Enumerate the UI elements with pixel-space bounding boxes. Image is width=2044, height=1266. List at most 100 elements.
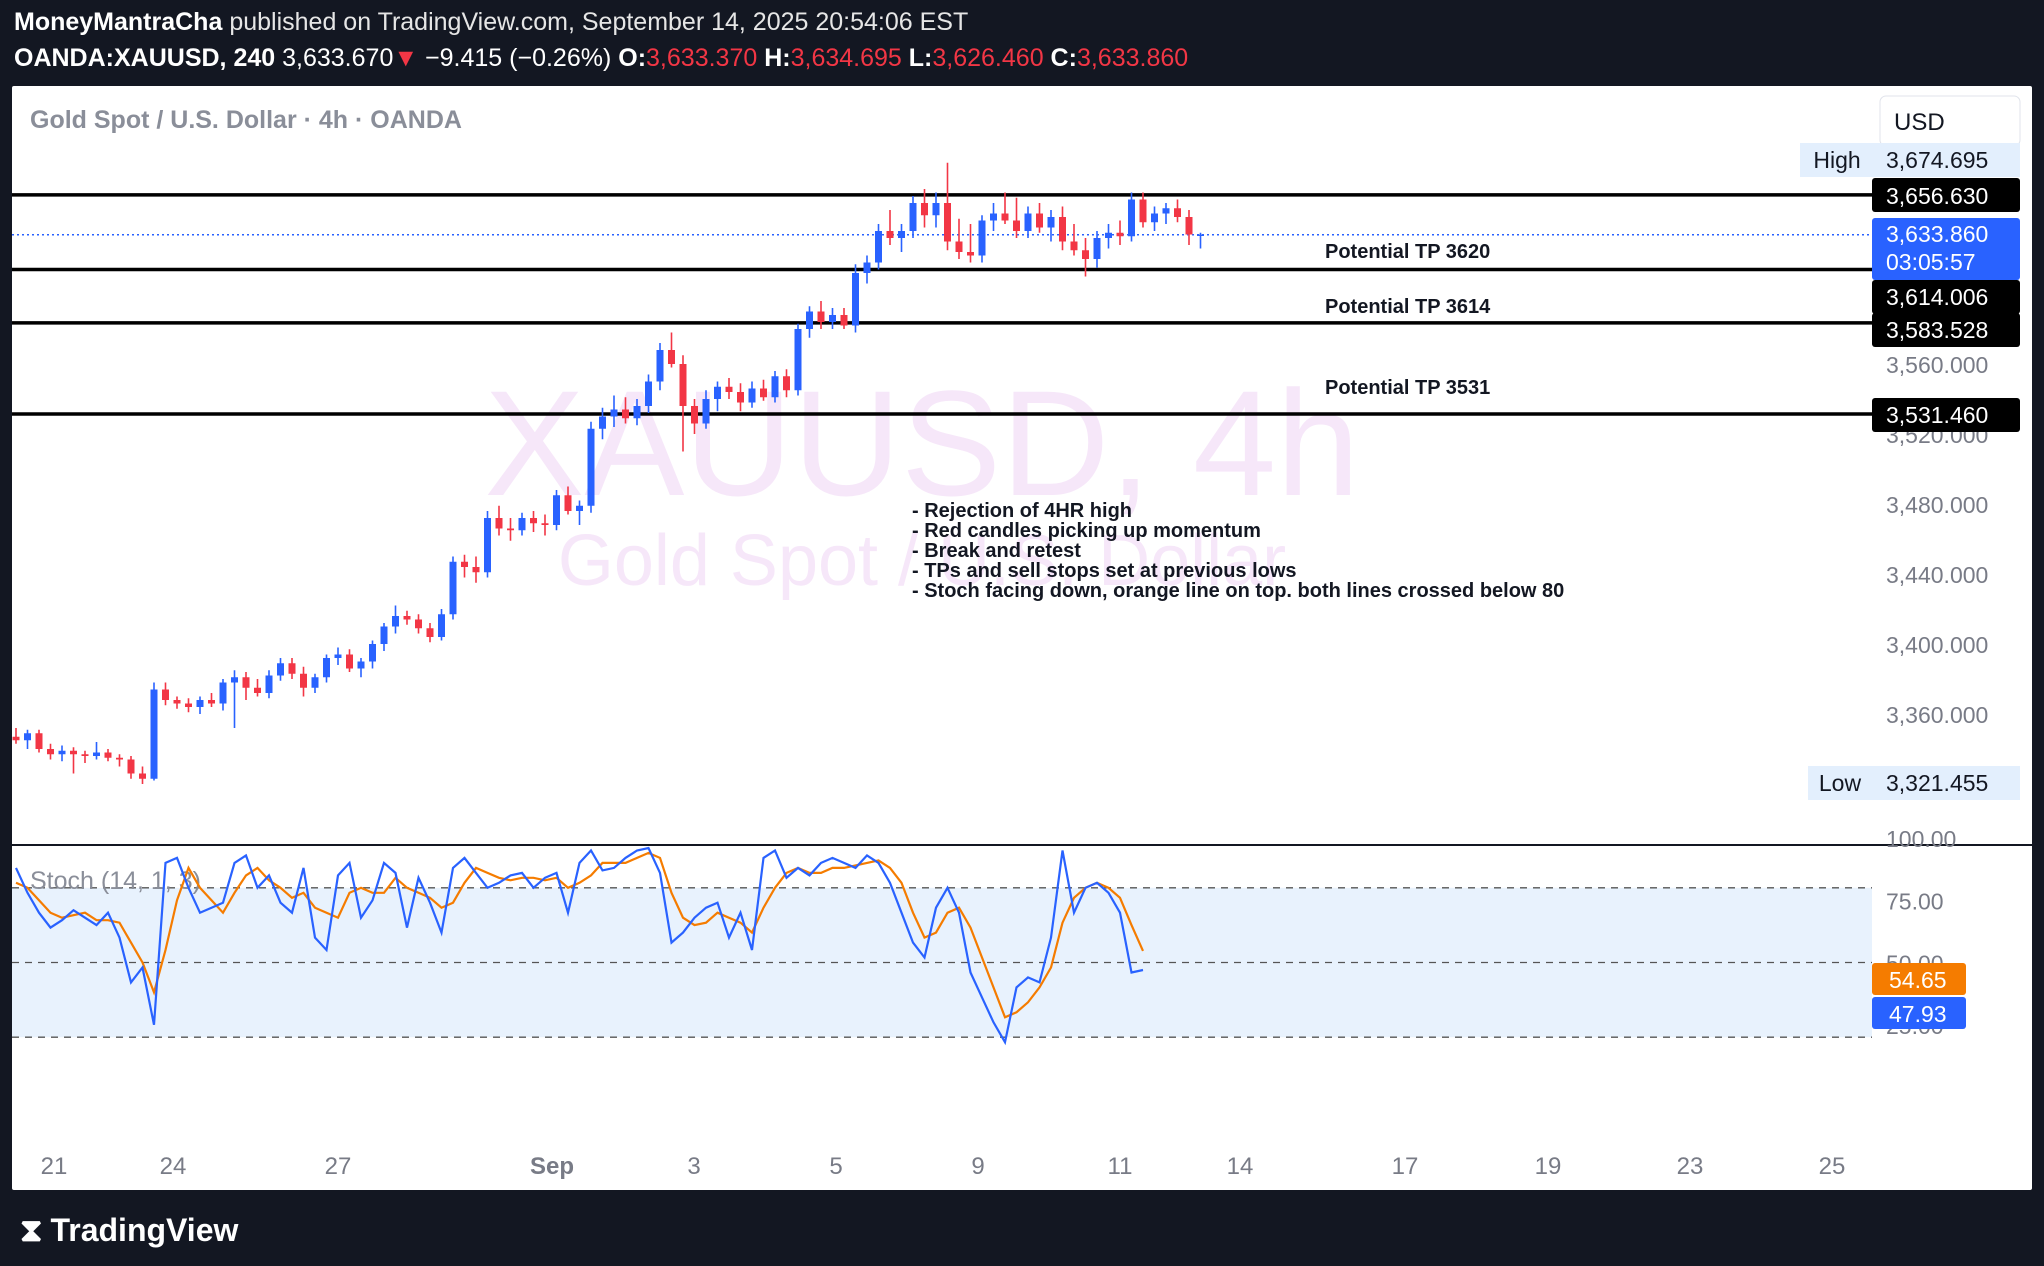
tp-labels: Potential TP 3620 Potential TP 3614 Pote… — [1325, 241, 1491, 399]
time-tick-8: 14 — [1227, 1153, 1254, 1180]
price-tick-2: 3,440.000 — [1886, 562, 1988, 588]
candles[interactable] — [12, 162, 1205, 784]
candle-body — [599, 416, 606, 429]
candle-body — [771, 376, 779, 398]
candle-body — [622, 409, 629, 419]
low-label: L: — [908, 44, 933, 72]
open-value: 3,633.370 — [646, 44, 758, 72]
time-axis[interactable]: 21 24 27 Sep 3 5 9 11 14 17 19 23 25 — [41, 1153, 1846, 1180]
candle-body — [564, 495, 572, 511]
countdown: 03:05:57 — [1886, 249, 1976, 275]
ohlc-line: OANDA:XAUUSD, 240 3,633.670▼ −9.415 (−0.… — [14, 44, 1188, 73]
author[interactable]: MoneyMantraCha — [14, 8, 223, 36]
level-1-price: 3,656.630 — [1886, 183, 1988, 209]
candle-body — [587, 428, 595, 506]
analysis-notes: - Rejection of 4HR high - Red candles pi… — [912, 500, 1564, 602]
publish-text: published on TradingView.com, September … — [229, 8, 969, 36]
candle-body — [47, 749, 54, 755]
time-tick-9: 17 — [1392, 1153, 1419, 1180]
candle-body — [1128, 199, 1135, 237]
candle-body — [1162, 208, 1170, 214]
low-tag-box — [1808, 766, 1874, 800]
horizontal-levels[interactable] — [12, 193, 1872, 416]
close-value: 3,633.860 — [1076, 44, 1189, 72]
level-2-box — [1872, 280, 2020, 314]
candle-body — [507, 528, 514, 531]
last-price: 3,633.670 — [282, 44, 394, 72]
currency-button[interactable]: USD — [1879, 95, 2021, 147]
chart-panel[interactable]: XAUUSD, 4h Gold Spot / U.S. Dollar Gold … — [12, 86, 2032, 1190]
candle-body — [277, 663, 284, 676]
stoch-lines[interactable] — [15, 846, 1145, 1046]
high-tag-box — [1800, 143, 1874, 177]
level-4-box — [1872, 398, 2020, 432]
candle-body — [1024, 213, 1032, 231]
tp-label-2: Potential TP 3614 — [1325, 296, 1491, 318]
candle-body — [127, 759, 135, 774]
candle-body — [760, 388, 767, 398]
low-value: 3,321.455 — [1886, 770, 1988, 796]
candle-body — [1047, 217, 1055, 228]
tradingview-logo[interactable]: ⧗ TradingView — [12, 1212, 238, 1250]
candle-body — [518, 518, 526, 531]
high-value-box — [1872, 143, 2020, 177]
stoch-tick-2: 75.00 — [1886, 888, 1944, 914]
chart-svg[interactable]: XAUUSD, 4h Gold Spot / U.S. Dollar Gold … — [12, 86, 2032, 1190]
stoch-line-k — [15, 846, 1144, 1046]
candle-body — [794, 329, 802, 391]
candle-body — [1059, 217, 1066, 242]
candle-body — [898, 231, 905, 238]
level-3-price: 3,583.528 — [1886, 317, 1988, 343]
chart-title: Gold Spot / U.S. Dollar · 4h · OANDA — [30, 106, 462, 134]
candle-body — [1013, 220, 1020, 231]
note-5: - Stoch facing down, orange line on top.… — [912, 580, 1564, 602]
time-tick-10: 19 — [1535, 1153, 1562, 1180]
time-tick-1: 24 — [160, 1153, 187, 1180]
candle-body — [702, 399, 710, 424]
low-value-box — [1872, 766, 2020, 800]
candle-body — [806, 311, 813, 329]
candle-body — [978, 220, 986, 256]
candle-body — [461, 561, 468, 567]
candle-body — [1036, 213, 1043, 228]
candle-body — [438, 614, 445, 637]
candle-body — [1197, 234, 1204, 236]
high-value: 3,634.695 — [790, 44, 902, 72]
candle-body — [944, 203, 951, 242]
candle-body — [553, 495, 560, 525]
low-tag: Low — [1819, 770, 1862, 796]
candle-body — [415, 619, 422, 629]
candle-body — [24, 733, 31, 741]
candle-body — [1093, 238, 1101, 259]
candle-body — [932, 203, 940, 216]
candle-body — [254, 687, 261, 693]
low-value: 3,626.460 — [932, 44, 1044, 72]
candle-body — [541, 523, 549, 525]
candle-body — [737, 392, 744, 403]
candle-body — [311, 677, 319, 688]
candle-body — [369, 644, 376, 662]
currency-button-label[interactable]: USD — [1894, 109, 1945, 136]
time-tick-0: 21 — [41, 1153, 68, 1180]
candle-body — [610, 409, 618, 417]
candle-body — [219, 682, 227, 704]
stoch-value-tags: 54.65 47.93 — [1872, 963, 1966, 1029]
level-3-box — [1872, 313, 2020, 347]
candle-body — [12, 736, 20, 741]
candle-body — [748, 388, 756, 403]
candle-body — [530, 518, 537, 524]
price-tick-5: 3,560.000 — [1886, 352, 1988, 378]
candle-body — [208, 700, 215, 704]
candle-body — [921, 203, 928, 216]
candle-body — [1139, 199, 1147, 223]
symbol[interactable]: OANDA:XAUUSD, 240 — [14, 44, 276, 72]
time-tick-4: 3 — [687, 1153, 700, 1180]
high-label: H: — [764, 44, 791, 72]
time-tick-6: 9 — [971, 1153, 984, 1180]
price-tick-3: 3,480.000 — [1886, 492, 1988, 518]
candle-body — [852, 273, 859, 326]
price-axis[interactable]: 3,360.0003,400.0003,440.0003,480.0003,52… — [1886, 352, 1988, 728]
candle-body — [829, 315, 836, 322]
stoch-k-box — [1872, 997, 1966, 1029]
candle-body — [185, 703, 192, 707]
